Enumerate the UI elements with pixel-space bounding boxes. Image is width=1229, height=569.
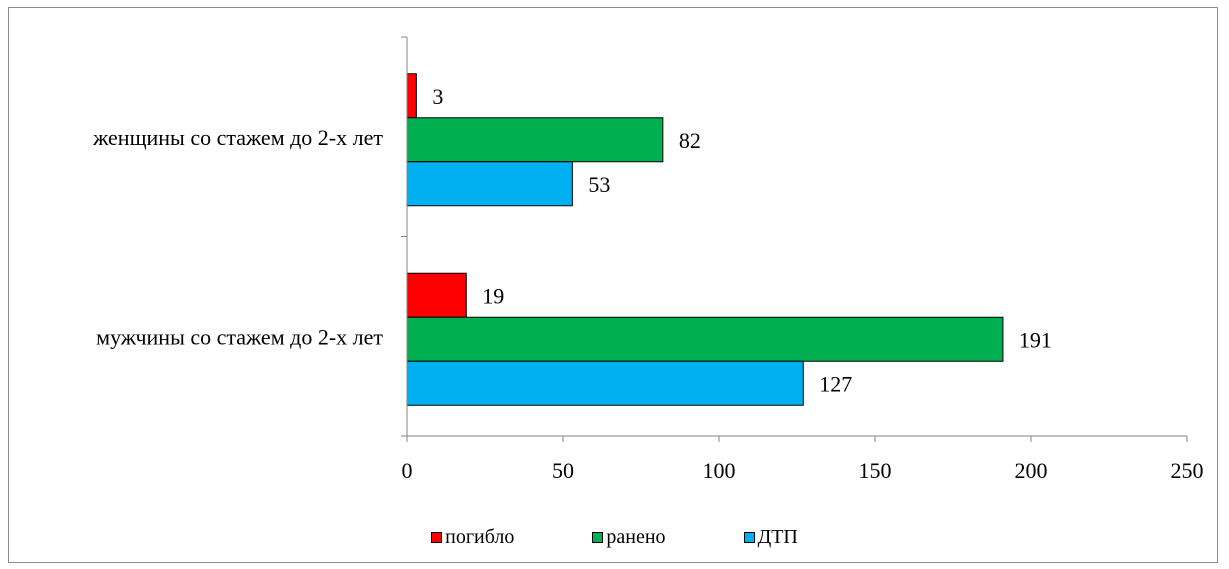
data-label: 3 [432,84,443,109]
legend-item: ранено [592,525,666,549]
x-tick-label: 150 [859,458,892,483]
legend-swatch [431,531,443,543]
bar [406,360,804,406]
x-tick-label: 100 [703,458,736,483]
legend-swatch [743,531,755,543]
data-label: 82 [679,128,701,153]
category-label: мужчины со стажем до 2-х лет [96,324,383,349]
chart-frame [8,7,1218,563]
bar [406,316,1004,362]
legend-item: ДТП [743,525,798,549]
legend: погибло ранено ДТП [0,522,1229,552]
x-tick-label: 0 [402,458,413,483]
data-label: 19 [482,283,504,308]
x-tick-label: 250 [1171,458,1204,483]
legend-label: погибло [445,525,515,548]
x-tick-label: 200 [1015,458,1048,483]
data-label: 127 [819,371,852,396]
data-label: 53 [588,172,610,197]
legend-swatch [592,531,604,543]
legend-label: ДТП [757,525,798,548]
bar [406,272,467,318]
x-tick-label: 50 [552,458,574,483]
bar [406,73,417,119]
legend-label: ранено [606,525,666,548]
legend-item: погибло [431,526,514,549]
bar [406,117,664,163]
bar [406,161,573,207]
category-label: женщины со стажем до 2-х лет [92,125,383,150]
data-label: 191 [1019,327,1052,352]
